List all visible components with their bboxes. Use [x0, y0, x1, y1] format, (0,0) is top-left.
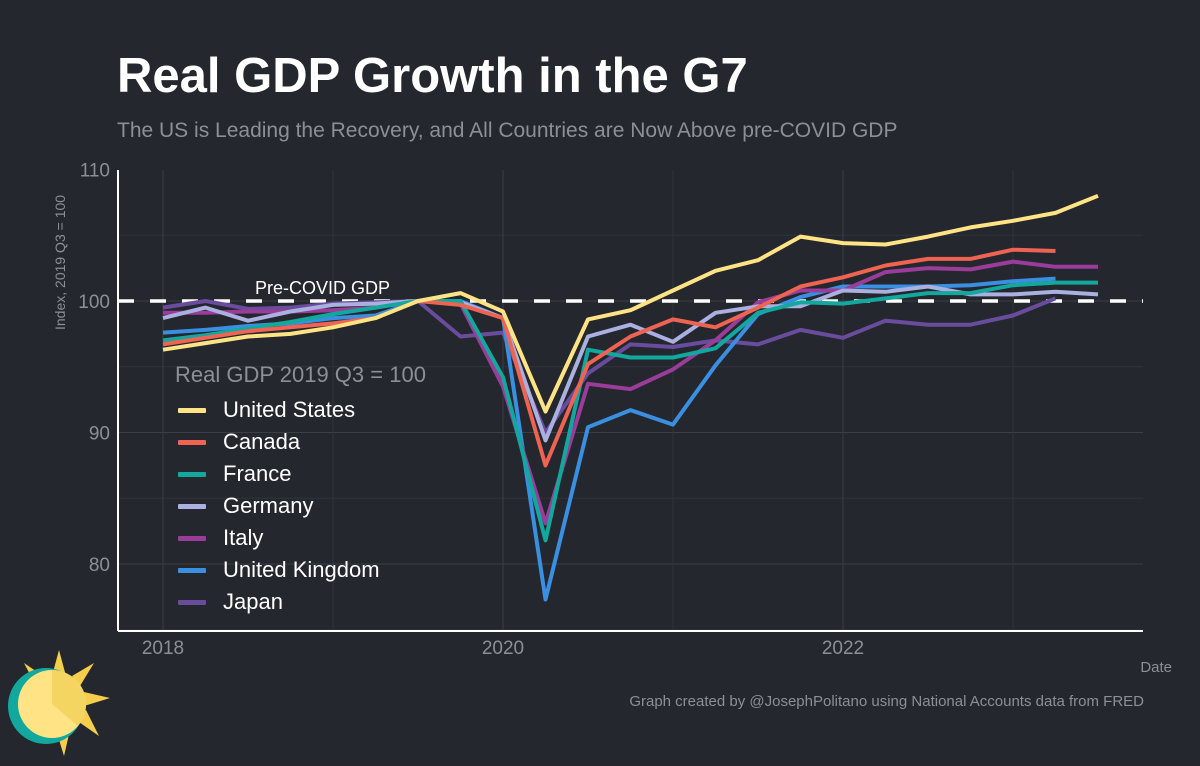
credit-text: Graph created by @JosephPolitano using N…: [629, 693, 1144, 710]
legend-item: France: [175, 458, 426, 490]
legend-item: United Kingdom: [175, 554, 426, 586]
x-tick-label: 2020: [482, 638, 524, 659]
y-tick-label: 110: [80, 161, 110, 182]
series-line-canada: [162, 247, 1056, 468]
legend-item: Italy: [175, 522, 426, 554]
legend-swatch: [178, 567, 206, 573]
y-tick-label: 80: [89, 555, 110, 576]
legend-swatch: [178, 503, 206, 509]
legend-label: France: [223, 461, 292, 486]
legend-title: Real GDP 2019 Q3 = 100: [175, 362, 426, 387]
sun-logo-icon: [8, 650, 110, 756]
legend-item: Germany: [175, 490, 426, 522]
legend-label: Germany: [223, 493, 314, 518]
legend-label: United States: [223, 397, 356, 422]
legend-swatch: [178, 439, 206, 445]
x-tick-label: 2018: [142, 638, 184, 659]
chart-title: Real GDP Growth in the G7: [117, 49, 748, 103]
series-line-italy: [163, 259, 1098, 526]
legend-swatch: [178, 471, 206, 477]
legend-label: Italy: [223, 525, 264, 550]
legend-swatch: [178, 407, 206, 413]
series-line-united-kingdom: [162, 276, 1056, 602]
legend-label: Canada: [223, 429, 301, 454]
series-line-united-states: [162, 193, 1099, 414]
legend-item: Canada: [175, 426, 426, 458]
x-tick-label: 2022: [822, 638, 864, 659]
legend: Real GDP 2019 Q3 = 100 United States Cana…: [175, 362, 426, 618]
x-axis-label: Date: [1140, 659, 1172, 676]
reference-line-label: Pre-COVID GDP: [255, 278, 390, 298]
y-tick-label: 100: [78, 292, 110, 313]
chart-subtitle: The US is Leading the Recovery, and All …: [117, 119, 898, 142]
legend-item: Japan: [175, 586, 426, 618]
legend-label: Japan: [223, 589, 283, 614]
legend-swatch: [178, 535, 206, 541]
legend-label: United Kingdom: [223, 557, 380, 582]
y-tick-label: 90: [89, 424, 110, 445]
series-line-germany: [162, 284, 1099, 443]
legend-swatch: [178, 599, 206, 605]
series-line-japan: [162, 296, 1057, 435]
legend-item: United States: [175, 394, 426, 426]
series-line-france: [162, 280, 1098, 543]
